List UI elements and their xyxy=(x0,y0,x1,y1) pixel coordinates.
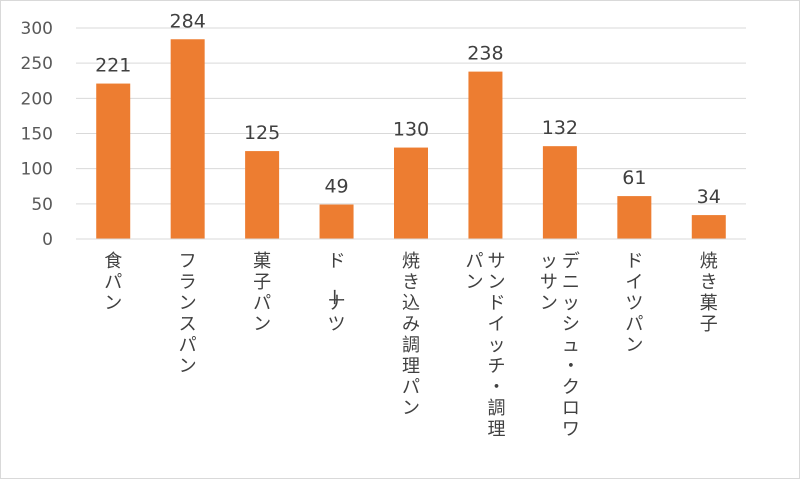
category-label-2: 菓子パン xyxy=(253,251,271,335)
bar-7 xyxy=(617,196,652,239)
y-tick-label: 300 xyxy=(21,19,53,39)
y-tick-label: 200 xyxy=(21,89,53,109)
category-label-3: ドーナツ xyxy=(323,251,346,335)
y-tick-label: 100 xyxy=(21,160,53,180)
bar-1 xyxy=(170,39,205,240)
data-label-4: 130 xyxy=(393,119,429,141)
data-label-8: 34 xyxy=(697,186,721,208)
category-label-1: フランスパン xyxy=(179,251,197,377)
bars xyxy=(96,39,726,240)
bar-2 xyxy=(245,151,280,239)
category-label-5: サンドイッチ・調理パン xyxy=(465,251,505,440)
y-tick-label: 50 xyxy=(31,195,53,215)
category-label-4: 焼き込み調理パン xyxy=(402,251,420,419)
bar-4 xyxy=(394,147,428,239)
data-label-3: 49 xyxy=(324,176,348,198)
data-labels: 221 284 125 49 130 238 132 61 34 xyxy=(95,10,721,208)
data-label-1: 284 xyxy=(170,10,206,32)
category-label-0: 食パン xyxy=(104,251,122,314)
data-label-7: 61 xyxy=(622,167,646,189)
y-tick-label: 150 xyxy=(21,125,53,145)
category-labels: 食パン フランスパン 菓子パン ドーナツ 焼き込み調理パン サンドイッチ・調理パンデニッシ… xyxy=(104,251,718,440)
bar-6 xyxy=(542,146,577,239)
category-label-7: ドイツパン xyxy=(625,251,643,356)
data-label-5: 238 xyxy=(467,43,503,65)
data-label-2: 125 xyxy=(244,122,280,144)
category-label-8: 焼き菓子 xyxy=(700,251,718,335)
bar-0 xyxy=(96,83,131,240)
data-label-6: 132 xyxy=(542,117,578,139)
y-tick-label: 250 xyxy=(21,54,53,74)
bar-8 xyxy=(691,215,726,239)
category-label-6: デニッシュ・クロワッサン xyxy=(540,251,580,440)
bar-5 xyxy=(468,71,503,240)
y-axis-ticks: 0 50 100 150 200 250 300 xyxy=(21,19,53,250)
data-label-0: 221 xyxy=(95,55,131,77)
bar-3 xyxy=(319,204,354,239)
y-tick-label: 0 xyxy=(42,230,53,250)
